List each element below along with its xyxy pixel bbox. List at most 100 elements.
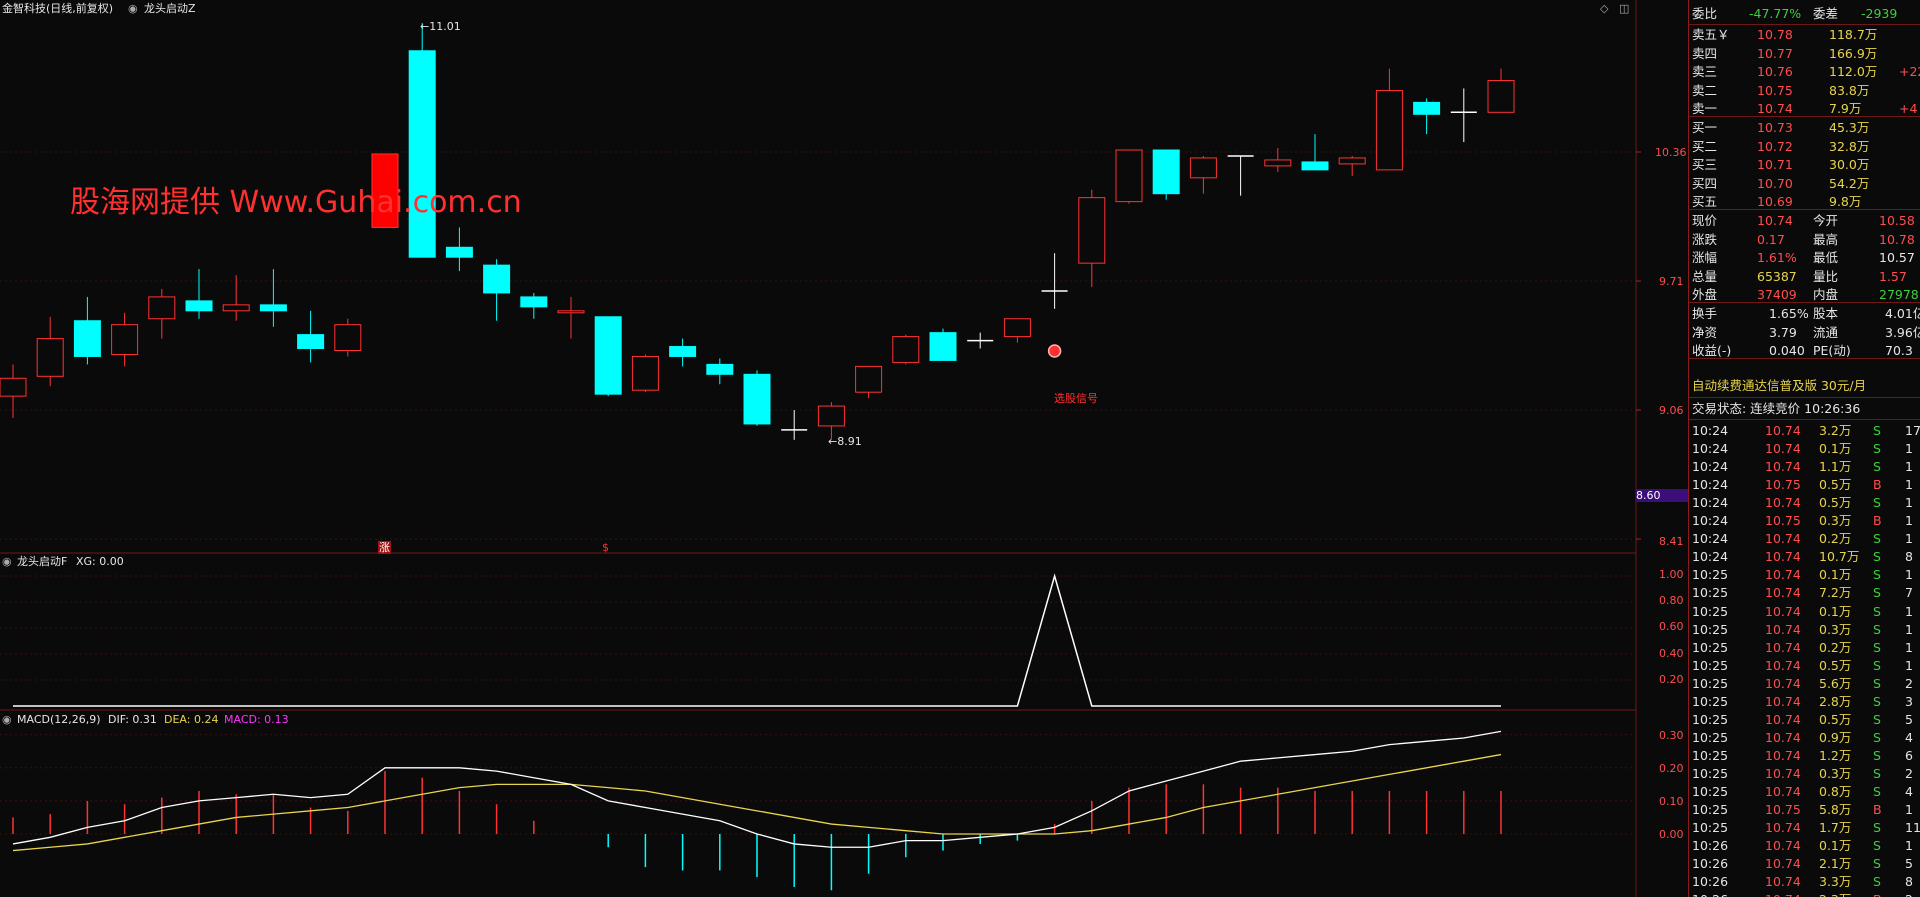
- candle-body-up: [631, 355, 659, 391]
- candle-body-down: [1413, 101, 1441, 115]
- indicator-toggle-icon[interactable]: ◉: [128, 2, 138, 15]
- sell-level-row: 卖二 10.75 83.8万: [1692, 82, 1870, 98]
- xg-tick-3: 0.60: [1659, 620, 1684, 633]
- quote-panel: 委比 -47.77% 委差 -2939 卖五￥ 10.78 118.7万 卖四 10.7…: [1688, 0, 1920, 897]
- signal-label: 选股信号: [1054, 392, 1098, 405]
- candle-body-up: [222, 304, 250, 312]
- stat-row: 现价 10.74 今开 10.58: [1692, 213, 1915, 228]
- current-price-tag: 8.60: [1636, 489, 1688, 502]
- candle-body-up: [557, 310, 585, 314]
- tick-trade-row: 10:25 10.74 1.2万 S 6: [1692, 747, 1913, 763]
- candle-body-down: [185, 300, 213, 312]
- candle-body-down: [594, 316, 622, 395]
- tick-trade-row: 10:25 10.74 0.5万 S 1: [1692, 657, 1913, 673]
- candle-body-down: [297, 334, 325, 350]
- tick-trade-row: 10:25 10.74 0.1万 S 1: [1692, 567, 1913, 583]
- wei-bi-row: 委比 -47.77% 委差 -2939: [1692, 6, 1898, 21]
- tick-trade-row: 10:24 10.74 10.7万 S 8: [1692, 549, 1913, 565]
- macd-panel-title: MACD(12,26,9): [17, 713, 101, 726]
- xg-tick-5: 0.20: [1659, 673, 1684, 686]
- candle-body-up: [1375, 89, 1403, 171]
- candle-body-down: [483, 264, 511, 294]
- candle-body-up: [1189, 157, 1217, 179]
- dif-line: [12, 730, 1502, 848]
- tick-trade-row: 10:25 10.74 7.2万 S 7: [1692, 585, 1913, 601]
- stat-row: 涨幅 1.61% 最低 10.57: [1692, 250, 1915, 265]
- y-tick-1: 10.36: [1655, 146, 1687, 159]
- tick-trade-row: 10:25 10.75 5.8万 B 1: [1692, 802, 1913, 818]
- s-marker: $: [602, 541, 609, 554]
- sell-level-row: 卖四 10.77 166.9万: [1692, 45, 1878, 61]
- stat-row: 总量 65387 量比 1.57: [1692, 268, 1907, 284]
- tick-trade-row: 10:26 10.74 0.1万 S 1: [1692, 838, 1913, 854]
- buy-level-row: 买三 10.71 30.0万: [1692, 157, 1870, 172]
- candle-body-down: [669, 346, 697, 357]
- tick-trade-row: 10:24 10.74 0.5万 S 1: [1692, 495, 1913, 511]
- macd-toggle-icon[interactable]: ◉: [2, 713, 12, 726]
- candle-body-up: [1264, 159, 1292, 167]
- candle-body-down: [259, 304, 287, 312]
- buy-level-row: 买一 10.73 45.3万: [1692, 120, 1870, 135]
- xg-tick-2: 0.80: [1659, 594, 1684, 607]
- promo-banner[interactable]: 自动续费通达信普及版 30元/月: [1692, 378, 1867, 393]
- y-tick-4: 8.41: [1659, 535, 1684, 548]
- macd-tick-2: 0.20: [1659, 762, 1684, 775]
- candle-body-down: [73, 320, 101, 357]
- candle-body-down: [445, 246, 473, 258]
- chart-area[interactable]: [0, 0, 1688, 897]
- tick-trade-row: 10:26 10.74 2.1万 S 5: [1692, 856, 1913, 872]
- tick-trade-row: 10:25 10.74 0.3万 S 1: [1692, 621, 1913, 637]
- tick-trade-row: 10:24 10.74 0.1万 S 1: [1692, 441, 1913, 457]
- macd-value-label: MACD: 0.13: [224, 713, 289, 726]
- candle-body-up: [36, 338, 64, 377]
- candle-body-down: [1152, 149, 1180, 195]
- tick-trade-row: 10:24 10.75 0.5万 B 1: [1692, 477, 1913, 493]
- dea-label: DEA: 0.24: [164, 713, 219, 726]
- candle-body-down: [706, 363, 734, 375]
- watermark: 股海网提供 Www.Guhai.com.cn: [70, 185, 522, 220]
- buy-level-row: 买四 10.70 54.2万: [1692, 175, 1870, 191]
- xg-signal-line: [13, 573, 1501, 707]
- tick-trade-row: 10:25 10.74 0.9万 S 4: [1692, 729, 1913, 745]
- tick-trade-row: 10:25 10.74 1.7万 S 11: [1692, 820, 1920, 836]
- candle-body-up: [817, 405, 845, 427]
- candle-body-up: [1487, 80, 1515, 113]
- diamond-icon[interactable]: ◇: [1600, 2, 1609, 15]
- signal-dot: [1047, 344, 1062, 358]
- sell-level-row: 卖一 10.74 7.9万 +4: [1692, 101, 1918, 116]
- zhang-marker: 涨: [378, 541, 391, 554]
- macd-tick-1: 0.30: [1659, 729, 1684, 742]
- tick-trade-row: 10:24 10.74 1.1万 S 1: [1692, 459, 1913, 475]
- candle-body-down: [929, 332, 957, 361]
- tick-trade-row: 10:25 10.74 0.1万 S 1: [1692, 603, 1913, 619]
- candle-body-up: [334, 324, 362, 352]
- candle-body-up: [1338, 157, 1366, 165]
- fundamental-row: 换手1.65%股本4.01亿: [1692, 306, 1920, 321]
- candle-body-up: [1115, 149, 1143, 203]
- y-tick-3: 9.06: [1659, 404, 1684, 417]
- candle-body-up: [855, 365, 883, 393]
- tick-trade-row: 10:25 10.74 0.3万 S 2: [1692, 765, 1913, 781]
- panel-toggle-icon[interactable]: ◫: [1619, 2, 1630, 15]
- tick-trade-row: 10:26 10.74 3.3万 S 8: [1692, 874, 1913, 890]
- candle-body-up: [0, 377, 27, 397]
- candle-body-up: [111, 324, 139, 355]
- xg-tick-4: 0.40: [1659, 647, 1684, 660]
- high-price-label: ←11.01: [420, 20, 461, 33]
- dea-line: [12, 753, 1502, 852]
- candle-body-down: [520, 296, 548, 308]
- xg-value-label: XG: 0.00: [76, 555, 124, 568]
- tick-trade-row: 10:25 10.74 0.2万 S 1: [1692, 639, 1913, 655]
- xg-toggle-icon[interactable]: ◉: [2, 555, 12, 568]
- dif-label: DIF: 0.31: [108, 713, 157, 726]
- candle-body-up: [892, 336, 920, 363]
- fundamental-row: 收益(-) 0.040 PE(动) 70.3: [1692, 343, 1913, 358]
- low-price-label: ←8.91: [828, 435, 862, 448]
- stat-row: 外盘 37409 内盘 27978: [1692, 287, 1919, 302]
- trade-status: 交易状态: 连续竞价 10:26:36: [1692, 401, 1861, 416]
- sell-level-row: 卖五￥ 10.78 118.7万: [1692, 27, 1878, 42]
- macd-tick-4: 0.00: [1659, 828, 1684, 841]
